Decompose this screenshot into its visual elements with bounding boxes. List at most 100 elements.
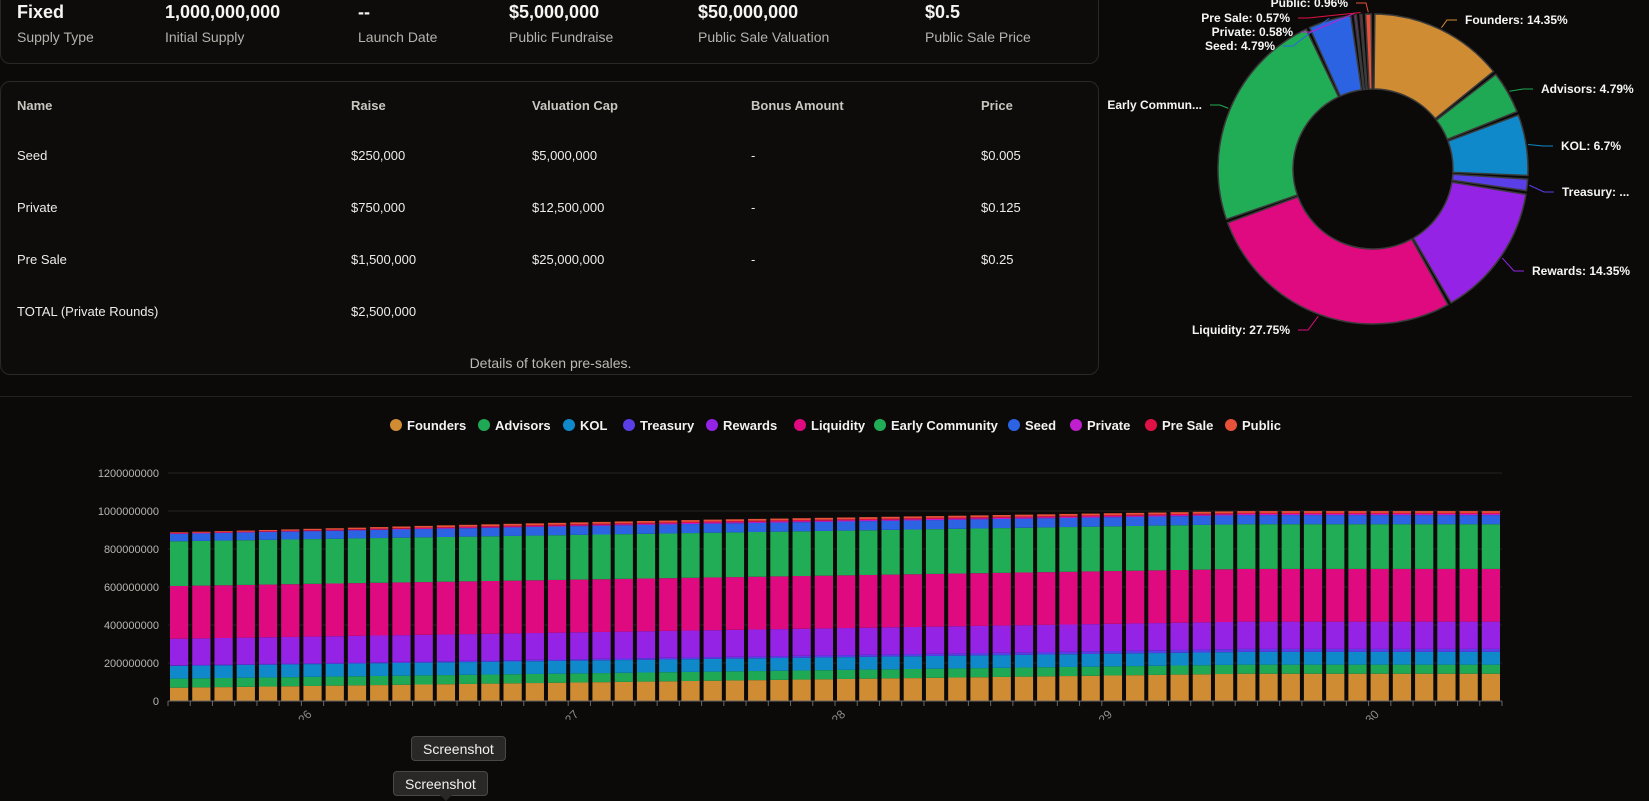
bar-segment-early-community[interactable]: [347, 538, 367, 584]
bar-segment-rewards[interactable]: [303, 636, 322, 664]
bar-segment-private[interactable]: [725, 522, 745, 524]
donut-slice-advisors[interactable]: [1435, 73, 1518, 141]
bar-segment-treasury[interactable]: [1415, 648, 1434, 652]
bar-segment-public[interactable]: [1126, 512, 1145, 515]
bar-segment-kol[interactable]: [636, 659, 656, 673]
bar-segment-liquidity[interactable]: [303, 583, 322, 637]
bar-segment-early-community[interactable]: [392, 537, 411, 583]
bar-segment-treasury[interactable]: [1059, 651, 1078, 655]
legend-item-treasury[interactable]: Treasury: [623, 418, 695, 433]
bar-segment-rewards[interactable]: [636, 631, 656, 659]
bar-segment-treasury[interactable]: [1237, 648, 1256, 652]
bar-segment-pre-sale[interactable]: [347, 529, 367, 530]
bar-segment-seed[interactable]: [1281, 515, 1300, 525]
bar-segment-private[interactable]: [925, 518, 945, 521]
bar-segment-advisors[interactable]: [948, 668, 967, 678]
bar-segment-treasury[interactable]: [1081, 651, 1100, 654]
donut-slice-early-community[interactable]: [1217, 28, 1340, 221]
bar-segment-seed[interactable]: [503, 527, 522, 536]
bar-segment-early-community[interactable]: [792, 531, 811, 577]
bar-segment-seed[interactable]: [436, 528, 456, 537]
bar-segment-pre-sale[interactable]: [948, 517, 967, 519]
donut-slice-kol[interactable]: [1447, 114, 1529, 177]
bar-segment-founders[interactable]: [992, 676, 1011, 701]
bar-segment-rewards[interactable]: [370, 635, 389, 663]
legend-item-early-community[interactable]: Early Community: [874, 418, 999, 433]
bar-segment-seed[interactable]: [370, 529, 389, 539]
bar-segment-pre-sale[interactable]: [659, 522, 678, 524]
bar-segment-founders[interactable]: [792, 679, 811, 701]
bar-segment-founders[interactable]: [1281, 673, 1300, 701]
bar-segment-public[interactable]: [592, 521, 611, 524]
bar-segment-rewards[interactable]: [1148, 623, 1167, 651]
bar-segment-early-community[interactable]: [1192, 524, 1211, 570]
bar-segment-seed[interactable]: [170, 533, 189, 542]
bar-segment-pre-sale[interactable]: [436, 527, 456, 528]
bar-segment-treasury[interactable]: [392, 661, 411, 663]
bar-segment-early-community[interactable]: [214, 540, 233, 586]
bar-segment-seed[interactable]: [1481, 515, 1500, 525]
bar-segment-seed[interactable]: [303, 531, 322, 540]
bar-segment-early-community[interactable]: [503, 535, 522, 581]
bar-segment-seed[interactable]: [1126, 516, 1145, 526]
bar-segment-seed[interactable]: [1214, 515, 1234, 525]
bar-segment-liquidity[interactable]: [1326, 568, 1345, 622]
bar-segment-seed[interactable]: [1326, 515, 1345, 525]
bar-segment-liquidity[interactable]: [748, 576, 767, 630]
bar-segment-rewards[interactable]: [1237, 621, 1256, 649]
bar-segment-kol[interactable]: [703, 658, 722, 672]
bar-segment-founders[interactable]: [1303, 673, 1323, 701]
bar-segment-treasury[interactable]: [636, 658, 656, 660]
bar-segment-advisors[interactable]: [592, 673, 611, 683]
bar-segment-pre-sale[interactable]: [370, 528, 389, 530]
bar-segment-founders[interactable]: [814, 679, 833, 701]
bar-segment-private[interactable]: [436, 527, 456, 529]
bar-segment-founders[interactable]: [903, 678, 922, 701]
bar-segment-private[interactable]: [1303, 514, 1323, 516]
bar-segment-private[interactable]: [236, 532, 255, 533]
bar-segment-advisors[interactable]: [770, 670, 789, 680]
bar-segment-kol[interactable]: [325, 663, 344, 677]
bar-segment-private[interactable]: [636, 523, 656, 525]
bar-segment-advisors[interactable]: [281, 677, 300, 687]
bar-segment-public[interactable]: [325, 528, 344, 530]
bar-segment-advisors[interactable]: [1259, 664, 1278, 674]
bar-segment-pre-sale[interactable]: [1348, 512, 1367, 515]
bar-segment-liquidity[interactable]: [370, 582, 389, 636]
bar-segment-rewards[interactable]: [792, 628, 811, 656]
bar-segment-advisors[interactable]: [1126, 666, 1145, 676]
bar-segment-early-community[interactable]: [1081, 526, 1100, 572]
bar-segment-seed[interactable]: [1437, 515, 1456, 525]
bar-segment-rewards[interactable]: [436, 634, 456, 662]
bar-segment-pre-sale[interactable]: [1415, 512, 1434, 515]
bar-segment-kol[interactable]: [459, 662, 478, 675]
bar-segment-liquidity[interactable]: [1192, 569, 1211, 623]
bar-segment-kol[interactable]: [1214, 652, 1234, 665]
bar-segment-kol[interactable]: [859, 656, 878, 670]
bar-segment-public[interactable]: [1415, 511, 1434, 513]
bar-segment-public[interactable]: [1437, 511, 1456, 513]
bar-segment-public[interactable]: [614, 521, 633, 524]
bar-segment-kol[interactable]: [814, 657, 833, 671]
bar-segment-seed[interactable]: [1170, 516, 1189, 526]
bar-segment-seed[interactable]: [792, 522, 811, 532]
bar-segment-pre-sale[interactable]: [1459, 512, 1478, 515]
bar-segment-early-community[interactable]: [459, 536, 478, 582]
bar-segment-early-community[interactable]: [837, 530, 856, 576]
bar-segment-early-community[interactable]: [925, 529, 945, 574]
legend-item-founders[interactable]: Founders: [390, 418, 466, 433]
bar-segment-seed[interactable]: [814, 521, 833, 531]
bar-segment-founders[interactable]: [859, 678, 878, 701]
donut-slice-pre-sale[interactable]: [1359, 13, 1369, 91]
bar-segment-kol[interactable]: [436, 662, 456, 676]
bar-segment-seed[interactable]: [903, 520, 922, 530]
bar-segment-founders[interactable]: [1326, 673, 1345, 701]
bar-segment-treasury[interactable]: [725, 656, 745, 659]
bar-segment-pre-sale[interactable]: [1037, 516, 1056, 518]
bar-segment-public[interactable]: [748, 518, 767, 521]
bar-segment-liquidity[interactable]: [281, 584, 300, 637]
bar-segment-kol[interactable]: [1237, 651, 1256, 665]
bar-segment-rewards[interactable]: [1281, 621, 1300, 649]
bar-segment-kol[interactable]: [1459, 651, 1478, 665]
bar-segment-seed[interactable]: [281, 531, 300, 540]
